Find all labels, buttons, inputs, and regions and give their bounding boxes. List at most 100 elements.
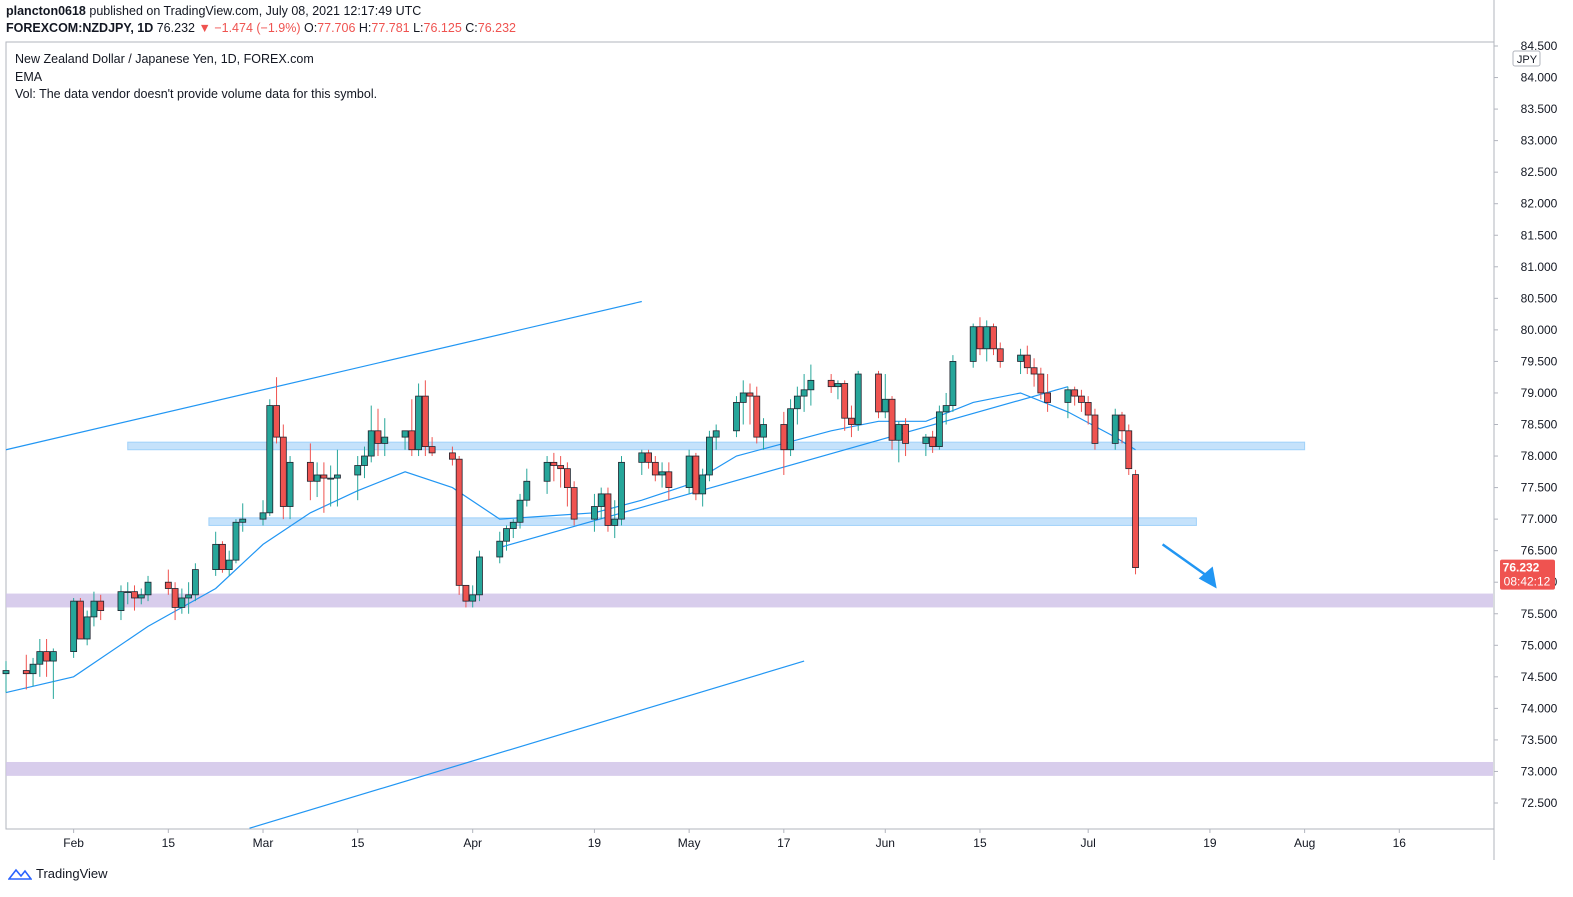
candle-body	[476, 556, 483, 596]
y-tick-label: 81.500	[1521, 228, 1558, 242]
candle	[557, 456, 565, 488]
candle	[70, 597, 78, 658]
y-tick-label: 80.500	[1521, 291, 1558, 305]
candle-body	[929, 436, 937, 447]
candle	[354, 456, 362, 501]
candle	[43, 638, 50, 677]
candle-body	[185, 594, 193, 599]
candle	[381, 418, 389, 457]
candle	[320, 462, 328, 513]
candle	[90, 591, 98, 627]
candle	[49, 648, 57, 699]
candle-body	[597, 493, 605, 507]
candle-body	[875, 373, 882, 413]
candle	[1037, 367, 1045, 400]
zone-purple-3	[6, 761, 1493, 776]
candle	[780, 411, 788, 475]
candle-body	[942, 405, 950, 413]
candle	[983, 320, 991, 362]
low-label: L:	[413, 21, 424, 35]
candle	[117, 585, 125, 621]
candle-body	[645, 452, 652, 463]
candle	[1125, 424, 1133, 475]
candle	[523, 468, 531, 507]
zone-purple-2	[6, 593, 1493, 608]
candle-body	[699, 474, 707, 495]
candle-body	[1017, 354, 1024, 362]
last-price: 76.232	[156, 21, 195, 35]
candle-body	[428, 446, 436, 454]
close-value: 76.232	[477, 21, 516, 35]
candle	[306, 443, 314, 501]
candle-body	[651, 461, 659, 476]
candle-body	[509, 521, 517, 529]
y-tick-label: 83.500	[1521, 102, 1558, 116]
author[interactable]: plancton0618	[6, 4, 86, 18]
candle-body	[415, 395, 422, 451]
candle-body	[455, 458, 463, 586]
y-tick-label: 75.500	[1521, 607, 1558, 621]
x-tick-label: Aug	[1294, 836, 1315, 850]
candle-body	[49, 651, 57, 662]
candle-body	[381, 436, 389, 444]
candle-body	[462, 584, 470, 602]
candle	[793, 386, 801, 425]
y-tick-label: 80.000	[1521, 323, 1558, 337]
candle-body	[361, 455, 368, 466]
candle-body	[164, 581, 172, 589]
candle-body	[212, 543, 220, 570]
candle	[1132, 469, 1139, 575]
candle	[827, 374, 835, 393]
candle	[807, 364, 815, 406]
candle	[651, 456, 659, 482]
candle-body	[976, 326, 984, 350]
candle-body	[1030, 367, 1038, 375]
candle	[415, 383, 422, 457]
indicator-ema-label[interactable]: EMA	[15, 70, 43, 84]
candle-body	[854, 373, 862, 425]
candle	[618, 456, 625, 526]
candle-body	[239, 518, 247, 523]
candle-body	[760, 424, 767, 438]
candle-body	[1118, 414, 1126, 432]
footer-brand[interactable]: TradingView	[8, 866, 108, 881]
candle	[570, 481, 578, 526]
candle-body	[638, 452, 646, 463]
y-tick-label: 77.500	[1521, 481, 1558, 495]
candle	[800, 374, 808, 412]
candle	[219, 541, 226, 573]
ema-line	[5, 392, 1136, 694]
candle	[550, 452, 558, 482]
candle	[1084, 396, 1092, 425]
candle-body	[746, 392, 754, 397]
candle	[178, 588, 186, 614]
candle	[259, 500, 267, 526]
candle	[212, 531, 220, 576]
candle-body	[550, 461, 558, 466]
candle	[638, 449, 646, 475]
change-down-icon: ▼	[198, 21, 211, 35]
candle	[597, 487, 605, 520]
candle	[712, 424, 720, 450]
candle	[895, 421, 903, 463]
candle	[225, 550, 233, 576]
candle-body	[1125, 430, 1133, 470]
y-tick-label: 79.500	[1521, 354, 1558, 368]
candle-body	[996, 348, 1004, 362]
candle-body	[611, 518, 619, 526]
candle-body	[36, 651, 44, 665]
y-tick-label: 84.000	[1521, 71, 1558, 85]
candle-body	[219, 543, 226, 570]
candle-body	[1023, 354, 1031, 369]
candle	[645, 449, 652, 469]
high-label: H:	[358, 21, 372, 35]
candle-body	[320, 474, 328, 479]
candle-body	[374, 430, 382, 444]
trendline-2	[249, 660, 805, 829]
candle	[428, 437, 436, 457]
candle-body	[902, 424, 909, 444]
candle-body	[496, 540, 504, 558]
candle	[733, 396, 740, 438]
candle	[692, 452, 700, 501]
